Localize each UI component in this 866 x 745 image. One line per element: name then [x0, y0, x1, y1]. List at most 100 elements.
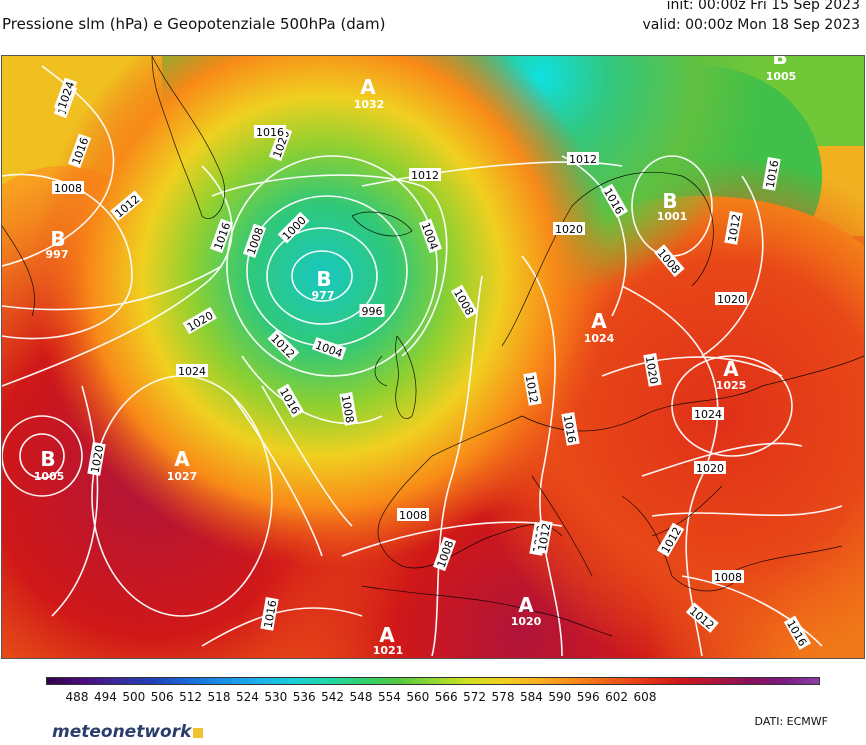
svg-text:B: B: [40, 447, 55, 471]
svg-text:1008: 1008: [399, 509, 427, 522]
isobar-label: 1020: [694, 461, 726, 475]
colorbar-tick-label: 536: [292, 690, 316, 704]
colorbar-tick-label: 518: [207, 690, 231, 704]
isobar-label: 1020: [715, 292, 747, 306]
isobar-label: 1012: [409, 168, 441, 182]
svg-text:A: A: [591, 309, 607, 333]
isobar-label: 1020: [553, 222, 585, 236]
colorbar-tick-label: 524: [235, 690, 259, 704]
colorbar-tick-label: 548: [349, 690, 373, 704]
svg-text:1020: 1020: [555, 223, 583, 236]
chart-title: Pressione slm (hPa) e Geopotenziale 500h…: [2, 15, 386, 33]
svg-text:1005: 1005: [34, 470, 65, 483]
colorbar-tick-label: 596: [576, 690, 600, 704]
isobar-label: 1016: [561, 412, 580, 446]
svg-text:1032: 1032: [354, 98, 385, 111]
colorbar-tick-label: 500: [122, 690, 146, 704]
svg-text:1020: 1020: [89, 444, 107, 474]
svg-text:1001: 1001: [657, 210, 688, 223]
svg-text:A: A: [360, 75, 376, 99]
isobar-label: 1024: [176, 364, 208, 378]
isobar-label: 1012: [567, 152, 599, 166]
data-credits: DATI: ECMWF: [754, 715, 828, 728]
svg-text:1012: 1012: [569, 153, 597, 166]
isobar-label: 1012: [523, 372, 542, 406]
isobar-label: 1008: [712, 570, 744, 584]
isobar-label: 1012: [534, 520, 553, 554]
svg-text:A: A: [174, 447, 190, 471]
colorbar-tick-label: 494: [93, 690, 117, 704]
brand-square-icon: [193, 728, 204, 738]
svg-text:B: B: [662, 189, 677, 213]
svg-text:1005: 1005: [766, 70, 797, 83]
isobar-label: 1012: [724, 211, 743, 245]
svg-text:1016: 1016: [764, 159, 782, 189]
colorbar-tick-label: 566: [434, 690, 458, 704]
colorbar-tick-label: 554: [377, 690, 401, 704]
svg-text:1016: 1016: [256, 126, 284, 139]
valid-time: valid: 00:00z Mon 18 Sep 2023: [642, 17, 860, 33]
svg-text:1008: 1008: [339, 394, 357, 424]
isobar-label: 1024: [692, 407, 724, 421]
svg-text:1020: 1020: [696, 462, 724, 475]
svg-text:1021: 1021: [373, 644, 404, 657]
colorbar-ticks: 488 494 500 506 512 518 524 530 536 542 548 554 560 5…: [46, 690, 820, 706]
isobar-label: 1008: [52, 181, 84, 195]
svg-text:1027: 1027: [167, 470, 198, 483]
isobar-label: 996: [359, 304, 385, 318]
svg-text:1016: 1016: [262, 599, 280, 629]
isobar-label: 1008: [339, 392, 358, 426]
init-time: init: 00:00z Fri 15 Sep 2023: [666, 0, 860, 13]
brand-logo: meteonetwork: [52, 722, 204, 742]
svg-text:1008: 1008: [54, 182, 82, 195]
svg-text:1020: 1020: [511, 615, 542, 628]
svg-text:1020: 1020: [717, 293, 745, 306]
colorbar-tick-label: 542: [321, 690, 345, 704]
isobar-label: 1008: [397, 508, 429, 522]
weather-map: A 1032 B 1005 B 1001 B 997 B 977 B 1005 A 1027 …: [1, 55, 865, 659]
svg-text:A: A: [518, 593, 534, 617]
svg-text:1024: 1024: [694, 408, 722, 421]
colorbar-tick-label: 572: [463, 690, 487, 704]
svg-text:1024: 1024: [178, 365, 206, 378]
isobar-label: 1020: [87, 442, 106, 476]
isobar-label: 1016: [260, 597, 279, 631]
colorbar-tick-label: 560: [406, 690, 430, 704]
svg-text:996: 996: [362, 305, 383, 318]
colorbar-tick-label: 488: [65, 690, 89, 704]
brand-name: meteonetwork: [52, 722, 192, 742]
isobar-label: 1016: [254, 125, 286, 139]
svg-text:1025: 1025: [716, 379, 747, 392]
colorbar-tick-label: 590: [548, 690, 572, 704]
svg-text:997: 997: [46, 248, 69, 261]
svg-text:1008: 1008: [714, 571, 742, 584]
isobar-label: 1016: [762, 157, 781, 191]
svg-text:1016: 1016: [561, 414, 579, 444]
svg-text:A: A: [379, 623, 395, 647]
svg-text:A: A: [723, 357, 739, 381]
svg-text:B: B: [50, 227, 65, 251]
colorbar-tick-label: 530: [264, 690, 288, 704]
svg-text:977: 977: [312, 289, 335, 302]
svg-text:1012: 1012: [536, 522, 554, 552]
svg-text:1020: 1020: [643, 355, 661, 385]
colorbar-tick-label: 506: [150, 690, 174, 704]
colorbar: [46, 677, 820, 685]
svg-text:1012: 1012: [726, 213, 744, 243]
coastlines: [2, 56, 864, 637]
svg-text:1012: 1012: [411, 169, 439, 182]
svg-text:1024: 1024: [584, 332, 615, 345]
isobar-label: 1020: [643, 353, 662, 387]
